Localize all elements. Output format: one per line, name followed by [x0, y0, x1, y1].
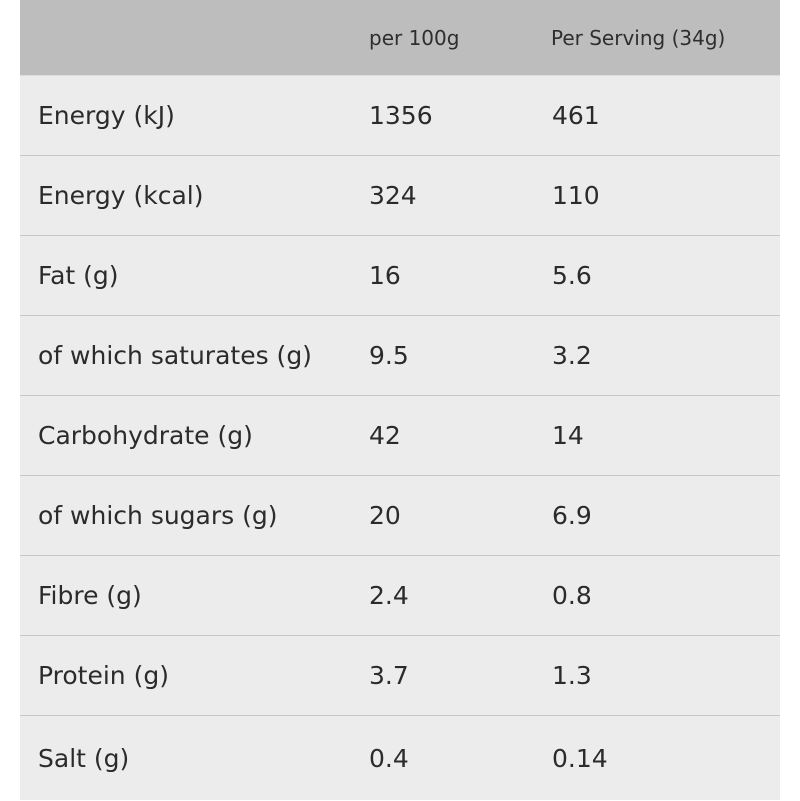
nutrient-label: Protein (g) [38, 661, 169, 690]
header-cell-per-100g: per 100g [369, 25, 460, 50]
value-per-serving: 1.3 [552, 661, 592, 690]
nutrient-label: Energy (kJ) [38, 101, 175, 130]
table-row: Energy (kJ) 1356 461 [20, 76, 780, 156]
value-per-serving: 3.2 [552, 341, 592, 370]
value-per-serving: 110 [552, 181, 600, 210]
value-per-100g: 42 [369, 421, 401, 450]
table-row: Carbohydrate (g) 42 14 [20, 396, 780, 476]
nutrient-label: Salt (g) [38, 744, 130, 773]
nutrient-label: Carbohydrate (g) [38, 421, 253, 450]
value-per-100g: 9.5 [369, 341, 409, 370]
value-per-serving: 6.9 [552, 501, 592, 530]
nutrient-label: Energy (kcal) [38, 181, 204, 210]
nutrient-label: of which saturates (g) [38, 341, 312, 370]
table-row: Protein (g) 3.7 1.3 [20, 636, 780, 716]
value-per-100g: 0.4 [369, 744, 409, 773]
value-per-serving: 0.8 [552, 581, 592, 610]
table-row: Fibre (g) 2.4 0.8 [20, 556, 780, 636]
table-row: of which sugars (g) 20 6.9 [20, 476, 780, 556]
value-per-serving: 461 [552, 101, 600, 130]
table-body: Energy (kJ) 1356 461 Energy (kcal) 324 1… [20, 75, 780, 801]
table-row: Salt (g) 0.4 0.14 [20, 716, 780, 801]
value-per-100g: 324 [369, 181, 417, 210]
header-cell-per-serving: Per Serving (34g) [551, 25, 726, 50]
table-row: of which saturates (g) 9.5 3.2 [20, 316, 780, 396]
table-header-row: per 100g Per Serving (34g) [20, 0, 780, 75]
value-per-serving: 14 [552, 421, 584, 450]
value-per-100g: 20 [369, 501, 401, 530]
value-per-serving: 5.6 [552, 261, 592, 290]
nutrition-table: per 100g Per Serving (34g) Energy (kJ) 1… [20, 0, 780, 800]
value-per-100g: 1356 [369, 101, 433, 130]
value-per-100g: 16 [369, 261, 401, 290]
table-row: Fat (g) 16 5.6 [20, 236, 780, 316]
nutrient-label: Fat (g) [38, 261, 119, 290]
value-per-serving: 0.14 [552, 744, 608, 773]
nutrient-label: Fibre (g) [38, 581, 142, 610]
nutrient-label: of which sugars (g) [38, 501, 278, 530]
value-per-100g: 2.4 [369, 581, 409, 610]
table-row: Energy (kcal) 324 110 [20, 156, 780, 236]
value-per-100g: 3.7 [369, 661, 409, 690]
